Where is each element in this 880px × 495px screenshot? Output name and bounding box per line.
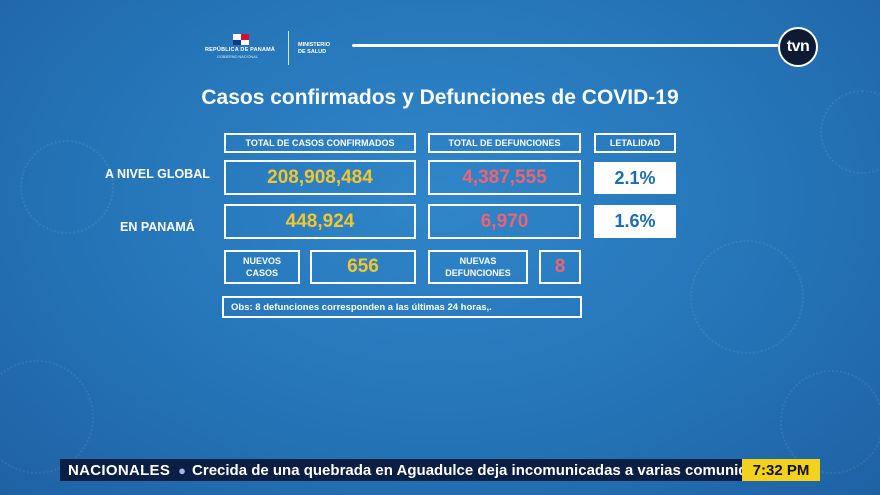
new-deaths-value: 8 (539, 250, 581, 284)
ministry-line-2: DE SALUD (298, 49, 327, 55)
panama-flag-icon (233, 34, 249, 45)
ministry-label: MINISTERIO DE SALUD (298, 42, 330, 56)
ticker-bullet-icon: ● (178, 462, 187, 478)
ticker-tag: NACIONALES (68, 461, 171, 479)
panama-lethality-value: 1.6% (594, 205, 676, 238)
header-rule (352, 44, 778, 47)
global-cases-value: 208,908,484 (224, 160, 416, 195)
header-total-cases: TOTAL DE CASOS CONFIRMADOS (224, 133, 416, 153)
new-deaths-label: NUEVAS DEFUNCIONES (428, 250, 528, 284)
decor-circle (690, 240, 804, 354)
republic-label: REPÚBLICA DE PANAMÁ (205, 47, 276, 53)
row-label-panama: EN PANAMÁ (120, 220, 195, 234)
decor-circle (20, 140, 114, 234)
observation-note: Obs: 8 defunciones corresponden a las úl… (222, 296, 582, 318)
decor-circle (780, 370, 880, 474)
header-total-deaths: TOTAL DE DEFUNCIONES (428, 133, 581, 153)
page-title: Casos confirmados y Defunciones de COVID… (201, 86, 679, 109)
header-divider (288, 31, 289, 65)
row-label-global: A NIVEL GLOBAL (105, 167, 210, 181)
ministry-line-1: MINISTERIO (298, 42, 331, 48)
new-deaths-label-2: DEFUNCIONES (445, 268, 511, 278)
panama-cases-value: 448,924 (224, 204, 416, 239)
new-cases-label-1: NUEVOS (242, 256, 281, 266)
new-deaths-label-1: NUEVAS (459, 256, 497, 266)
tvn-logo: tvn (778, 27, 818, 67)
new-cases-value: 656 (310, 250, 416, 284)
decor-circle (0, 360, 94, 474)
header-lethality: LETALIDAD (594, 133, 676, 153)
global-deaths-value: 4,387,555 (428, 160, 581, 195)
ticker-time: 7:32 PM (742, 459, 820, 481)
panama-deaths-value: 6,970 (428, 204, 581, 239)
ticker-headline: Crecida de una quebrada en Aguadulce dej… (192, 461, 782, 479)
global-lethality-value: 2.1% (594, 162, 676, 194)
new-cases-label-2: CASOS (245, 268, 278, 278)
news-ticker: NACIONALES ● Crecida de una quebrada en … (60, 459, 820, 481)
new-cases-label: NUEVOS CASOS (224, 250, 300, 284)
government-label: GOBIERNO NACIONAL (217, 55, 258, 59)
